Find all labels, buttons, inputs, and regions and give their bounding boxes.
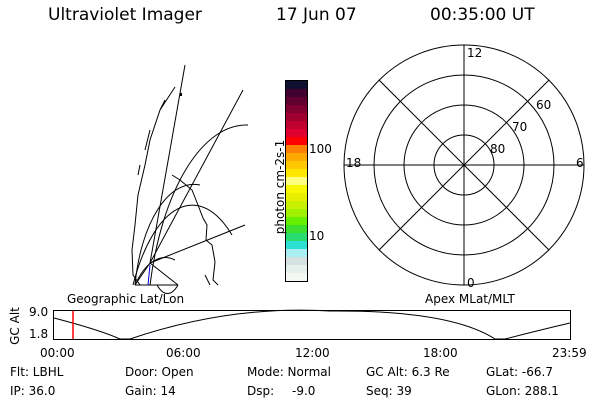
y-tick-9: 9.0 bbox=[29, 305, 49, 319]
seq-status: Seq: 39 bbox=[366, 384, 412, 398]
dsp-label: Dsp: bbox=[247, 384, 275, 398]
satellite-footprint-line bbox=[147, 264, 151, 286]
x-tick-1800: 18:00 bbox=[423, 346, 458, 360]
dsp-value: -9.0 bbox=[292, 384, 316, 398]
colorbar-tick-100: 100 bbox=[309, 142, 332, 156]
apex-label: Apex MLat/MLT bbox=[425, 292, 515, 306]
colorbar-swatch bbox=[286, 177, 307, 185]
x-tick-1200: 12:00 bbox=[295, 346, 330, 360]
colorbar-swatch bbox=[286, 193, 307, 201]
time-label: 00:35:00 UT bbox=[430, 5, 535, 25]
colorbar-tick-10: 10 bbox=[309, 229, 325, 243]
polar-lat-70: 70 bbox=[512, 120, 528, 134]
colorbar-swatch bbox=[286, 97, 307, 105]
polar-label-6: 6 bbox=[576, 156, 584, 170]
gain-status: Gain: 14 bbox=[125, 384, 176, 398]
gc-alt-status: GC Alt: 6.3 Re bbox=[366, 365, 450, 379]
colorbar-swatch bbox=[286, 273, 307, 281]
colorbar-swatch bbox=[286, 201, 307, 209]
colorbar-swatch bbox=[286, 241, 307, 249]
colorbar-swatch bbox=[286, 137, 307, 145]
date-label: 17 Jun 07 bbox=[276, 5, 357, 25]
colorbar-swatch bbox=[286, 233, 307, 241]
colorbar-swatch bbox=[286, 161, 307, 169]
glon-status: GLon: 288.1 bbox=[486, 384, 559, 398]
colorbar-swatch bbox=[286, 153, 307, 161]
colorbar-swatch bbox=[286, 209, 307, 217]
y-tick-1.8: 1.8 bbox=[29, 327, 49, 341]
colorbar-swatch bbox=[286, 81, 307, 89]
polar-label-18: 18 bbox=[346, 156, 362, 170]
colorbar-swatch bbox=[286, 249, 307, 257]
x-tick-0000: 00:00 bbox=[40, 346, 75, 360]
ip-status: IP: 36.0 bbox=[10, 384, 56, 398]
colorbar-swatch bbox=[286, 129, 307, 137]
timeline-frame bbox=[53, 310, 571, 340]
colorbar-swatch bbox=[286, 105, 307, 113]
colorbar-swatch bbox=[286, 113, 307, 121]
polar-label-12: 12 bbox=[467, 46, 483, 60]
colorbar bbox=[285, 80, 308, 282]
colorbar-swatch bbox=[286, 121, 307, 129]
x-tick-2359: 23:59 bbox=[552, 346, 587, 360]
polar-lat-60: 60 bbox=[536, 98, 552, 112]
colorbar-swatch bbox=[286, 89, 307, 97]
colorbar-swatch bbox=[286, 217, 307, 225]
coastline bbox=[131, 86, 219, 286]
colorbar-swatch bbox=[286, 265, 307, 273]
door-status: Door: Open bbox=[125, 365, 194, 379]
polar-lat-80: 80 bbox=[490, 142, 506, 156]
colorbar-swatch bbox=[286, 169, 307, 177]
polar-diagonal bbox=[378, 79, 550, 251]
colorbar-swatch bbox=[286, 145, 307, 153]
polar-label-0: 0 bbox=[467, 276, 475, 290]
instrument-title: Ultraviolet Imager bbox=[48, 5, 202, 25]
altitude-curve bbox=[53, 309, 571, 340]
x-tick-0600: 06:00 bbox=[166, 346, 201, 360]
filter-status: Flt: LBHL bbox=[10, 365, 64, 379]
glat-status: GLat: -66.7 bbox=[486, 365, 553, 379]
geographic-label: Geographic Lat/Lon bbox=[67, 292, 185, 306]
mode-status: Mode: Normal bbox=[247, 365, 331, 379]
colorbar-swatch bbox=[286, 185, 307, 193]
colorbar-swatch bbox=[286, 225, 307, 233]
colorbar-swatch bbox=[286, 257, 307, 265]
